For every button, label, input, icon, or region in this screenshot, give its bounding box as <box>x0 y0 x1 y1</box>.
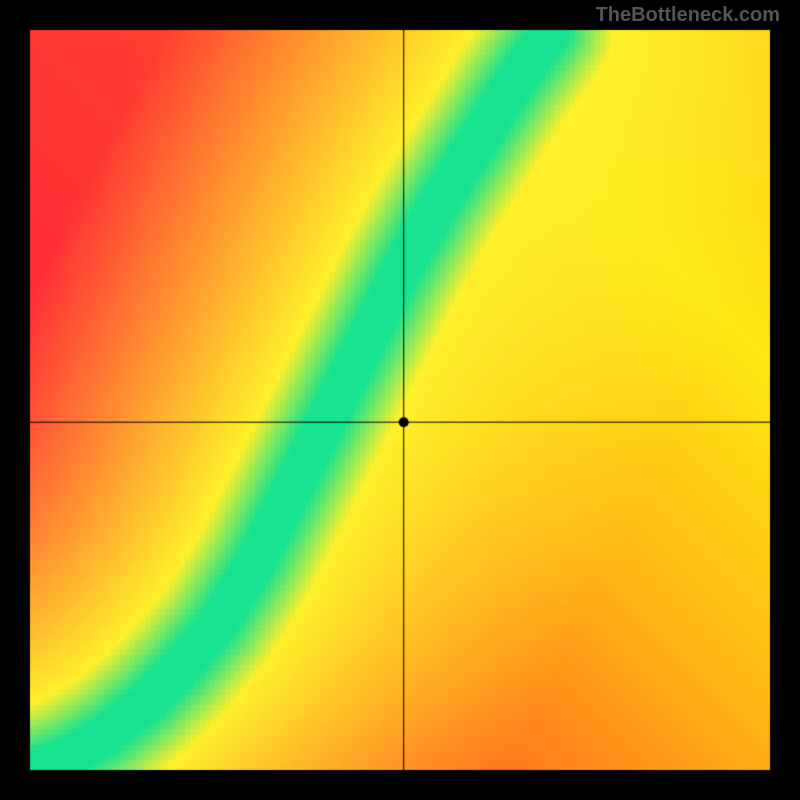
chart-container: TheBottleneck.com <box>0 0 800 800</box>
watermark-text: TheBottleneck.com <box>596 4 780 27</box>
heatmap-canvas <box>0 0 800 800</box>
